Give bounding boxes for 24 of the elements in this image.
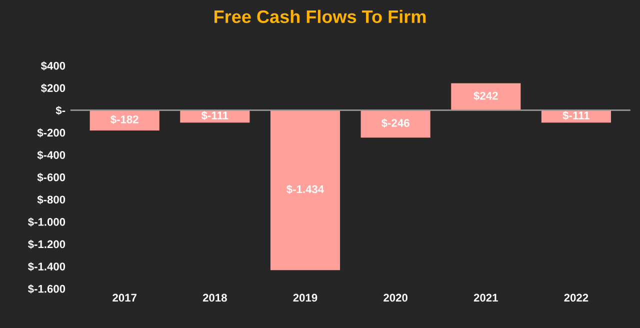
x-tick-label: 2020 bbox=[384, 294, 408, 302]
y-tick-label: $-200 bbox=[37, 128, 66, 138]
y-tick-label: $400 bbox=[40, 61, 66, 70]
y-tick-label: $-1.600 bbox=[28, 284, 66, 294]
y-tick-label: $-1.000 bbox=[28, 218, 66, 227]
data-label: $-1.434 bbox=[286, 184, 324, 194]
y-tick-label: $-400 bbox=[37, 150, 66, 160]
x-tick-label: 2021 bbox=[474, 294, 498, 302]
data-label: $242 bbox=[474, 91, 498, 100]
data-label: $-111 bbox=[201, 111, 228, 120]
y-tick-label: $200 bbox=[40, 84, 66, 93]
y-tick-label: $-1.200 bbox=[28, 240, 66, 249]
data-label: $-246 bbox=[382, 118, 410, 128]
chart-title: Free Cash Flows To Firm bbox=[214, 10, 426, 24]
y-tick-label: $-1.400 bbox=[28, 262, 66, 272]
data-label: $-111 bbox=[562, 111, 590, 120]
y-tick-label: $-800 bbox=[37, 195, 66, 204]
x-tick-label: 2018 bbox=[202, 294, 227, 302]
y-tick-label: $- bbox=[56, 106, 66, 116]
y-tick-label: $-600 bbox=[37, 172, 66, 182]
data-label: $-182 bbox=[110, 114, 138, 124]
x-tick-label: 2017 bbox=[112, 294, 136, 302]
x-tick-label: 2022 bbox=[564, 294, 588, 302]
x-tick-label: 2019 bbox=[293, 294, 318, 302]
